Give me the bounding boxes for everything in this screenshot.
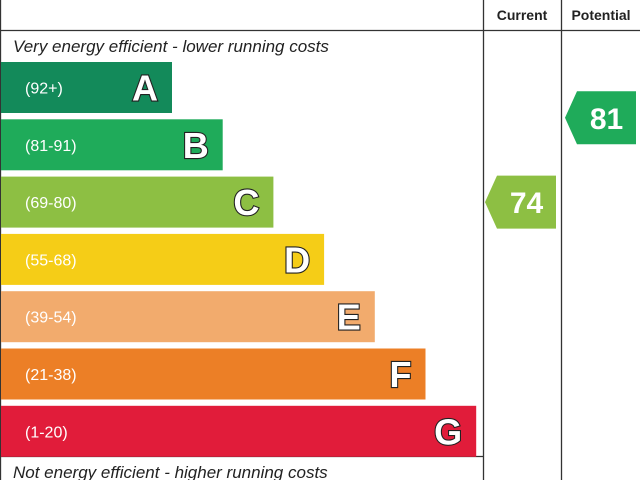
band-letter-e: E <box>337 297 361 338</box>
band-c: (69-80) C <box>1 176 274 228</box>
band-range-label: (69-80) <box>25 195 77 212</box>
band-bar-e <box>1 291 375 343</box>
potential-rating: 81 <box>565 91 636 145</box>
rating-markers: 74 81 <box>485 91 636 229</box>
current-rating: 74 <box>485 175 556 229</box>
band-bar-d <box>1 233 325 285</box>
band-range-label: (21-38) <box>25 367 77 384</box>
band-range-label: (39-54) <box>25 310 77 327</box>
band-f: (21-38) F <box>1 348 426 400</box>
potential-rating-value: 81 <box>590 103 623 136</box>
band-letter-d: D <box>284 239 310 280</box>
band-letter-g: G <box>434 411 462 452</box>
band-letter-b: B <box>183 125 209 166</box>
band-range-label: (55-68) <box>25 252 77 269</box>
band-bar-c <box>1 176 274 228</box>
band-b: (81-91) B <box>1 119 223 171</box>
potential-rating-arrow <box>565 91 636 145</box>
rating-bands: (92+) A (81-91) B (69-80) C (55-68) D (39-54) E (2… <box>1 62 477 457</box>
band-bar-f <box>1 348 426 400</box>
band-d: (55-68) D <box>1 233 325 285</box>
top-caption: Very energy efficient - lower running co… <box>13 37 329 56</box>
header-current: Current <box>497 7 548 23</box>
current-rating-arrow <box>485 175 556 229</box>
band-bar-a <box>1 62 172 113</box>
band-bar-b <box>1 119 223 171</box>
band-bar-g <box>1 405 477 457</box>
bottom-caption: Not energy efficient - higher running co… <box>13 463 328 480</box>
current-rating-value: 74 <box>510 187 544 220</box>
band-range-label: (81-91) <box>25 138 77 155</box>
band-letter-c: C <box>233 182 259 223</box>
band-range-label: (92+) <box>25 81 63 98</box>
band-e: (39-54) E <box>1 291 375 343</box>
band-letter-a: A <box>132 68 158 109</box>
header-potential: Potential <box>571 7 630 23</box>
band-range-label: (1-20) <box>25 424 68 441</box>
band-letter-f: F <box>390 354 412 395</box>
band-a: (92+) A <box>1 62 172 113</box>
band-g: (1-20) G <box>1 405 477 457</box>
